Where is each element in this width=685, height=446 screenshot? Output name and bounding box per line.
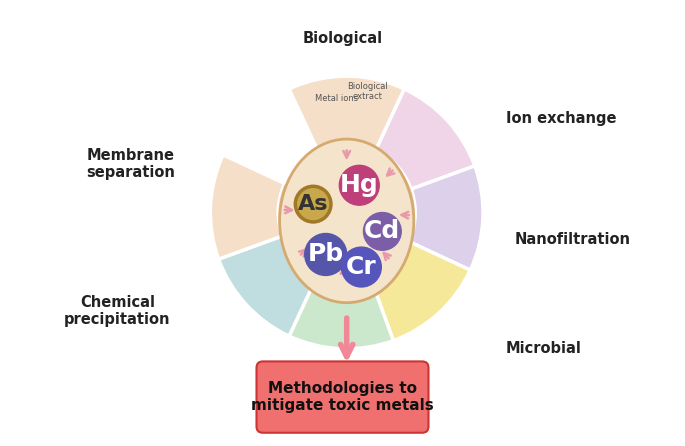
FancyBboxPatch shape <box>256 361 429 433</box>
Wedge shape <box>370 241 470 341</box>
Circle shape <box>341 247 382 287</box>
Wedge shape <box>289 76 404 152</box>
Circle shape <box>364 212 401 250</box>
Wedge shape <box>277 143 416 282</box>
Text: Membrane
separation: Membrane separation <box>86 148 175 181</box>
Wedge shape <box>408 166 483 270</box>
Text: Adsorption: Adsorption <box>280 400 371 415</box>
Text: Cr: Cr <box>346 255 377 279</box>
Text: Microbial: Microbial <box>506 341 582 356</box>
Text: Ion exchange: Ion exchange <box>506 111 616 126</box>
Circle shape <box>295 186 331 222</box>
Circle shape <box>339 165 379 205</box>
Circle shape <box>305 234 347 276</box>
Text: Metal ions: Metal ions <box>314 95 358 103</box>
Text: Biological
extract: Biological extract <box>347 82 388 101</box>
Wedge shape <box>375 89 475 190</box>
Text: Methodologies to
mitigate toxic metals: Methodologies to mitigate toxic metals <box>251 381 434 413</box>
Text: Chemical
precipitation: Chemical precipitation <box>64 295 171 327</box>
Wedge shape <box>210 155 286 259</box>
Ellipse shape <box>279 139 414 303</box>
Text: As: As <box>298 194 328 214</box>
Wedge shape <box>219 235 319 336</box>
Text: Biological: Biological <box>303 31 382 46</box>
Text: Cd: Cd <box>364 219 401 244</box>
Text: Nanofiltration: Nanofiltration <box>514 232 630 247</box>
Text: Hg: Hg <box>340 173 379 197</box>
Text: Pb: Pb <box>308 243 344 266</box>
Wedge shape <box>289 273 393 349</box>
